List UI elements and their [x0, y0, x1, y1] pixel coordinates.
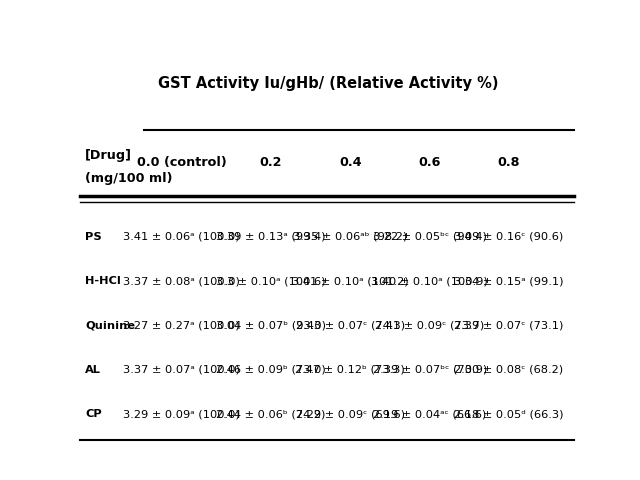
Text: 3.41 ± 0.06ᵃ (100.0): 3.41 ± 0.06ᵃ (100.0) — [124, 232, 240, 242]
Text: (mg/100 ml): (mg/100 ml) — [85, 172, 172, 185]
Text: 2.41 ± 0.09ᶜ (73.7): 2.41 ± 0.09ᶜ (73.7) — [375, 321, 484, 331]
Text: 3.04 ± 0.07ᵇ (93.0): 3.04 ± 0.07ᵇ (93.0) — [216, 321, 326, 331]
Text: 2.30 ± 0.08ᶜ (68.2): 2.30 ± 0.08ᶜ (68.2) — [454, 365, 564, 375]
Text: 0.2: 0.2 — [260, 156, 282, 169]
Text: 2.39 ± 0.07ᶜ (73.1): 2.39 ± 0.07ᶜ (73.1) — [454, 321, 564, 331]
Text: 3.37 ± 0.08ᵃ (100.0): 3.37 ± 0.08ᵃ (100.0) — [124, 276, 240, 286]
Text: 2.29 ± 0.09ᶜ (69.6): 2.29 ± 0.09ᶜ (69.6) — [296, 409, 405, 419]
Text: AL: AL — [85, 365, 101, 375]
Text: 3.41 ± 0.10ᵃ (101.2): 3.41 ± 0.10ᵃ (101.2) — [292, 276, 408, 286]
Text: Quinine: Quinine — [85, 321, 135, 331]
Text: CP: CP — [85, 409, 102, 419]
Text: 2.43 ± 0.07ᶜ (74.3): 2.43 ± 0.07ᶜ (74.3) — [296, 321, 405, 331]
Text: 2.39 ± 0.07ᵇᶜ (70.9): 2.39 ± 0.07ᵇᶜ (70.9) — [372, 365, 487, 375]
Text: 3.39 ± 0.13ᵃ (99.4): 3.39 ± 0.13ᵃ (99.4) — [216, 232, 326, 242]
Text: 3.22 ± 0.05ᵇᶜ (94.4): 3.22 ± 0.05ᵇᶜ (94.4) — [372, 232, 486, 242]
Text: H-HCl: H-HCl — [85, 276, 121, 286]
Text: 3.3 ± 0.10ᵃ (100.6): 3.3 ± 0.10ᵃ (100.6) — [216, 276, 326, 286]
Text: 2.18 ± 0.05ᵈ (66.3): 2.18 ± 0.05ᵈ (66.3) — [454, 409, 564, 419]
Text: 0.4: 0.4 — [339, 156, 362, 169]
Text: 0.8: 0.8 — [498, 156, 520, 169]
Text: 3.40 ± 0.10ᵃ (100.9): 3.40 ± 0.10ᵃ (100.9) — [371, 276, 488, 286]
Text: 3.27 ± 0.27ᵃ (100.0): 3.27 ± 0.27ᵃ (100.0) — [124, 321, 240, 331]
Text: 2.19 ± 0.04ᵃᶜ (66.6): 2.19 ± 0.04ᵃᶜ (66.6) — [373, 409, 486, 419]
Text: 0.6: 0.6 — [419, 156, 441, 169]
Text: 3.09 ± 0.16ᶜ (90.6): 3.09 ± 0.16ᶜ (90.6) — [454, 232, 564, 242]
Text: 2.46 ± 0.09ᵇ (73.0): 2.46 ± 0.09ᵇ (73.0) — [216, 365, 326, 375]
Text: 2.44 ± 0.06ᵇ (74.2): 2.44 ± 0.06ᵇ (74.2) — [216, 409, 326, 419]
Text: 3.35 ± 0.06ᵃᵇ (98.2): 3.35 ± 0.06ᵃᵇ (98.2) — [293, 232, 408, 242]
Text: 0.0 (control): 0.0 (control) — [137, 156, 227, 169]
Text: 2.47 ± 0.12ᵇ (73.3): 2.47 ± 0.12ᵇ (73.3) — [296, 365, 405, 375]
Text: [Drug]: [Drug] — [85, 149, 132, 162]
Text: GST Activity Iu/gHb/ (Relative Activity %): GST Activity Iu/gHb/ (Relative Activity … — [157, 76, 499, 91]
Text: PS: PS — [85, 232, 102, 242]
Text: 3.37 ± 0.07ᵃ (100.0): 3.37 ± 0.07ᵃ (100.0) — [124, 365, 240, 375]
Text: 3.34 ± 0.15ᵃ (99.1): 3.34 ± 0.15ᵃ (99.1) — [454, 276, 564, 286]
Text: 3.29 ± 0.09ᵃ (100.0): 3.29 ± 0.09ᵃ (100.0) — [124, 409, 240, 419]
